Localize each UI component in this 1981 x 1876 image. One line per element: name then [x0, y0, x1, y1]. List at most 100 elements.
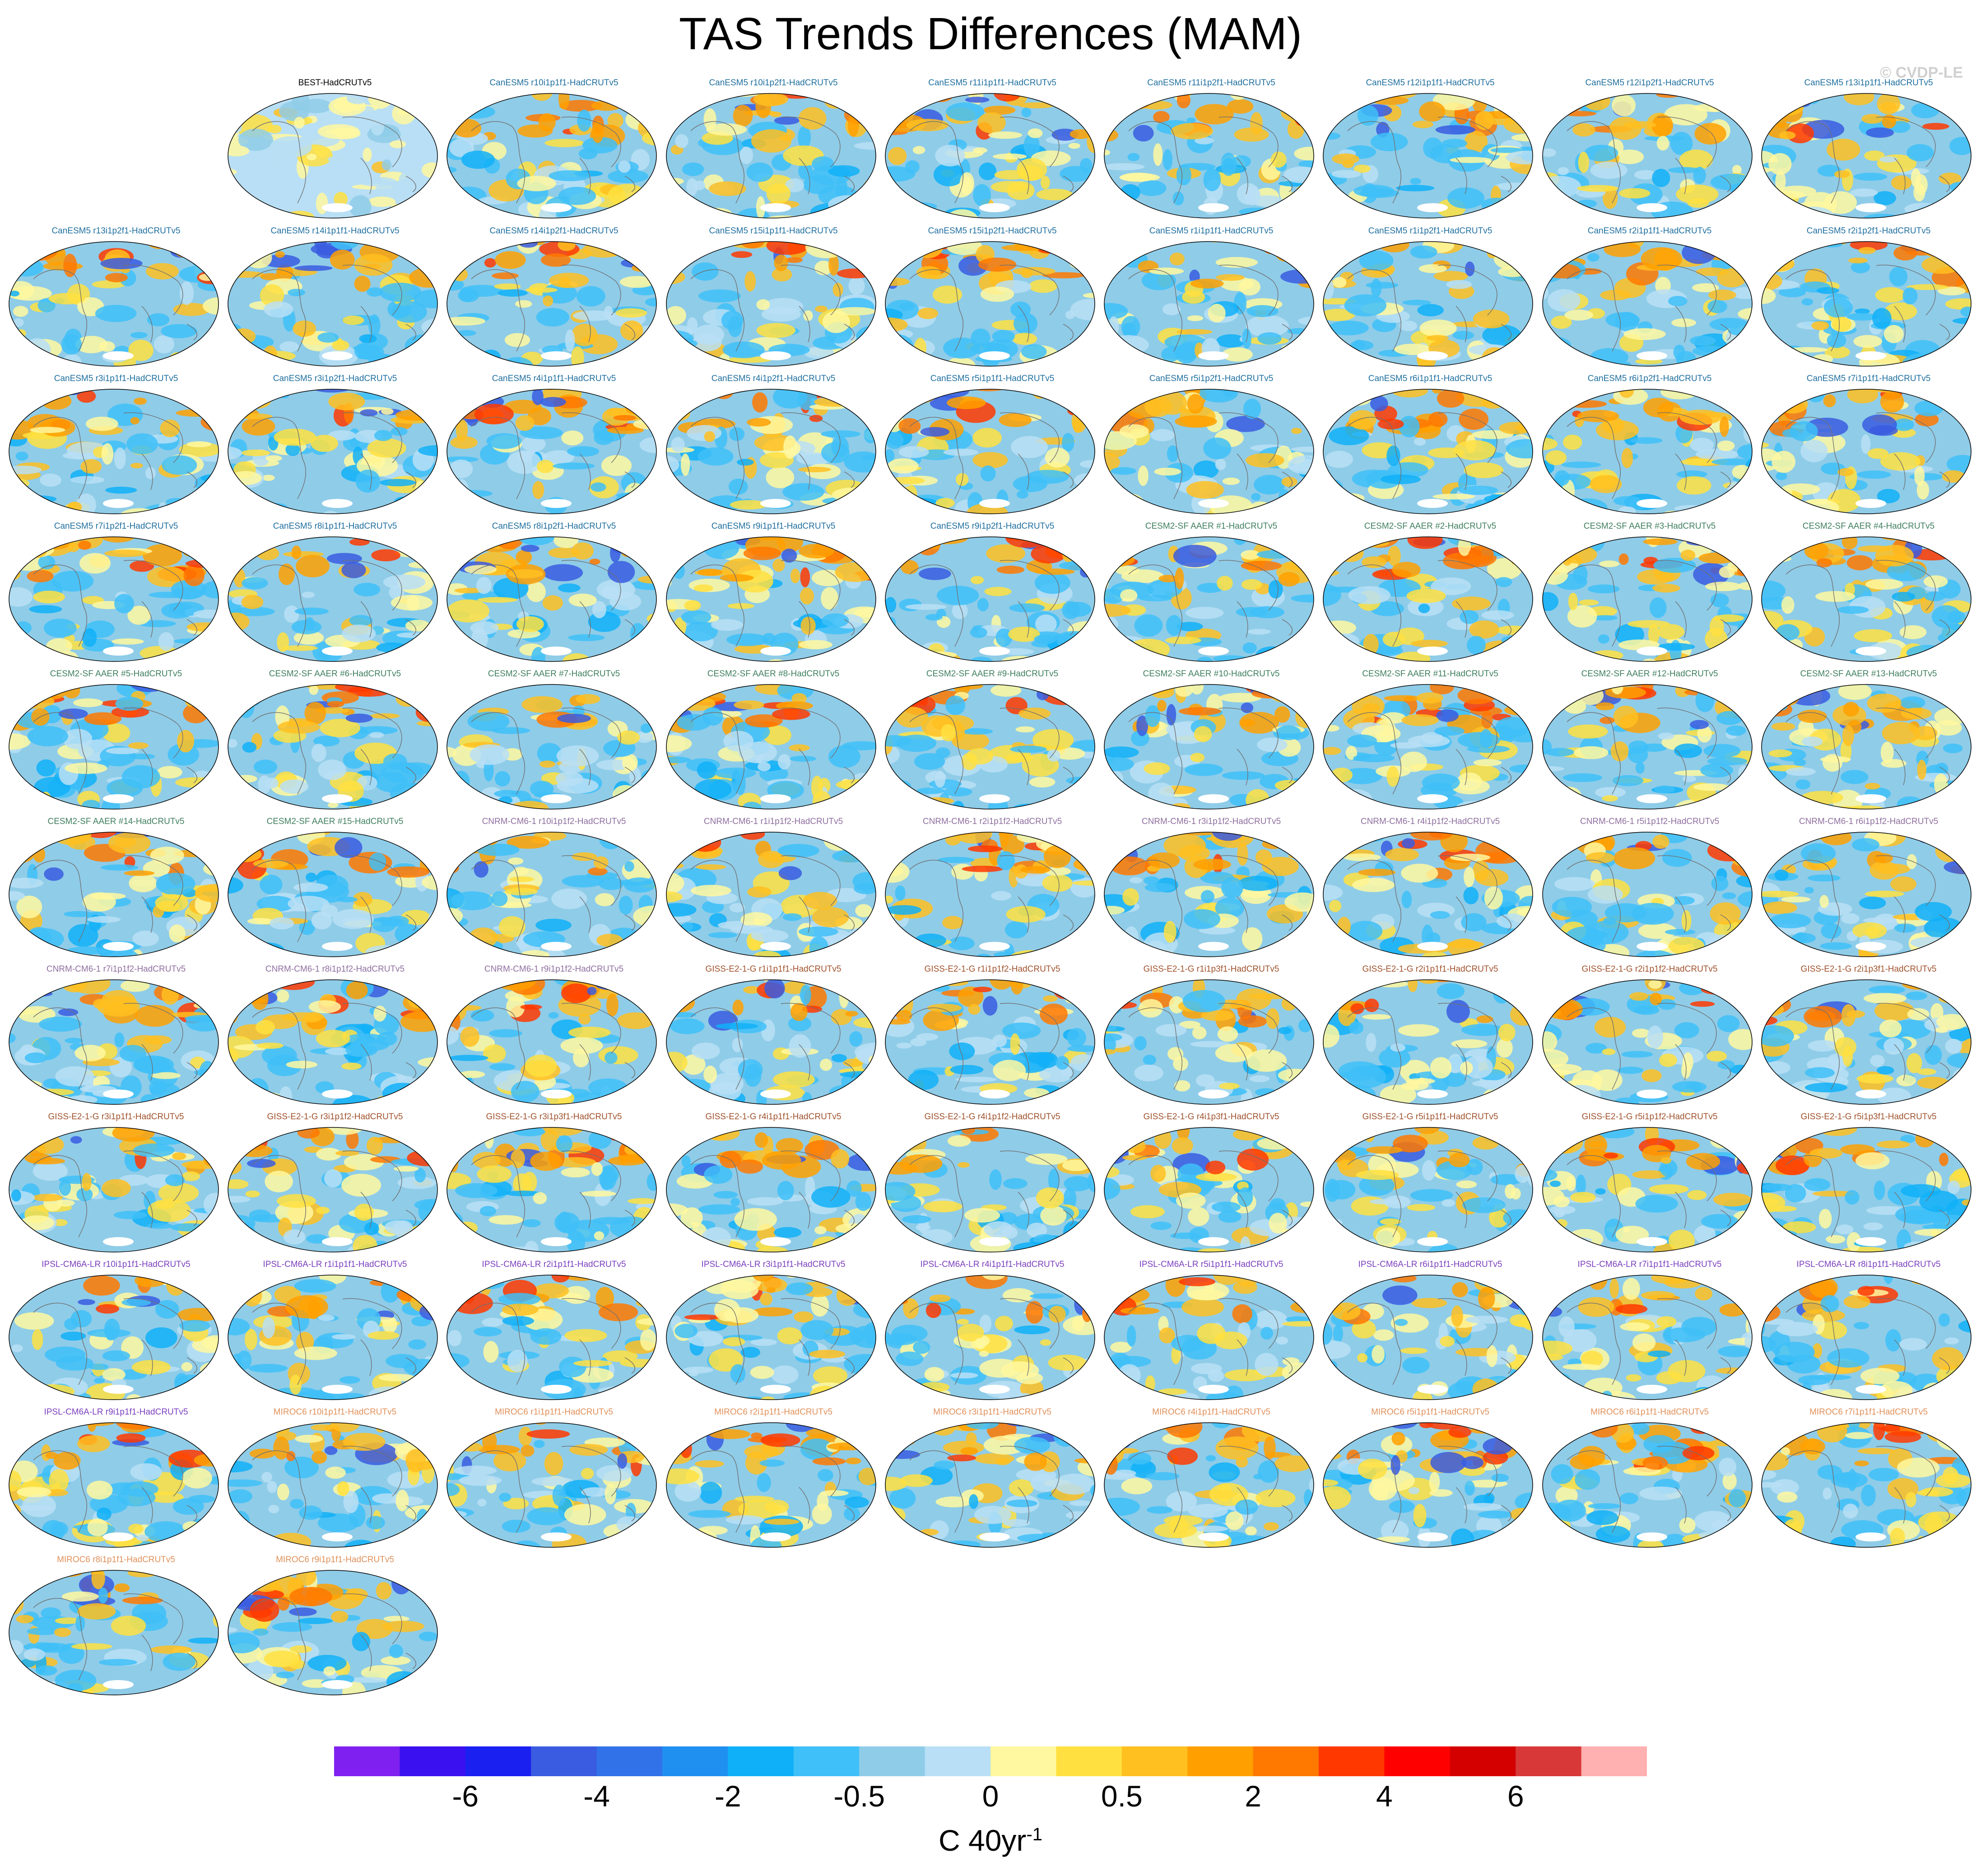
global-map: [1542, 241, 1753, 367]
map-panel: CanESM5 r14i1p1f1-HadCRUTv5: [225, 225, 445, 374]
map-panel: CESM2-SF AAER #4-HadCRUTv5: [1759, 520, 1978, 669]
panel-title: CNRM-CM6-1 r2i1p1f2-HadCRUTv5: [922, 817, 1062, 826]
panel-title: MIROC6 r6i1p1f1-HadCRUTv5: [1590, 1407, 1709, 1417]
panel-title: CanESM5 r6i1p1f1-HadCRUTv5: [1368, 374, 1493, 383]
global-map: [1542, 1422, 1753, 1548]
map-panel: CESM2-SF AAER #5-HadCRUTv5: [6, 668, 226, 817]
map-panel: GISS-E2-1-G r5i1p1f1-HadCRUTv5: [1321, 1111, 1540, 1260]
global-map: [885, 832, 1095, 957]
map-panel: CanESM5 r14i1p2f1-HadCRUTv5: [444, 225, 664, 374]
panel-title: GISS-E2-1-G r2i1p1f2-HadCRUTv5: [1581, 964, 1718, 974]
map-panel: MIROC6 r10i1p1f1-HadCRUTv5: [225, 1406, 445, 1555]
panel-title: GISS-E2-1-G r1i1p3f1-HadCRUTv5: [1143, 964, 1279, 974]
global-map: [1104, 832, 1314, 957]
panel-title: CNRM-CM6-1 r6i1p1f2-HadCRUTv5: [1799, 817, 1939, 826]
global-map: [1542, 389, 1753, 514]
units-label: C 40yr: [939, 1824, 1027, 1857]
panel-title: GISS-E2-1-G r3i1p1f2-HadCRUTv5: [267, 1112, 403, 1122]
global-map: [1104, 241, 1314, 367]
map-panel: CNRM-CM6-1 r4i1p1f2-HadCRUTv5: [1321, 815, 1540, 964]
map-panel: IPSL-CM6A-LR r1i1p1f1-HadCRUTv5: [225, 1258, 445, 1407]
global-map: [1761, 1422, 1972, 1548]
panel-title: CESM2-SF AAER #9-HadCRUTv5: [926, 669, 1059, 679]
colorbar-swatch: [465, 1746, 531, 1776]
global-map: [228, 979, 438, 1105]
panel-title: CESM2-SF AAER #6-HadCRUTv5: [269, 669, 401, 679]
panel-title: MIROC6 r7i1p1f1-HadCRUTv5: [1809, 1407, 1928, 1417]
global-map: [885, 93, 1095, 219]
global-map: [1761, 1127, 1972, 1252]
map-panel: CanESM5 r2i1p2f1-HadCRUTv5: [1759, 225, 1978, 374]
global-map: [446, 979, 657, 1105]
global-map: [1323, 93, 1533, 219]
map-panel: MIROC6 r1i1p1f1-HadCRUTv5: [444, 1406, 664, 1555]
colorbar-swatch: [925, 1746, 991, 1776]
panel-title: CNRM-CM6-1 r10i1p1f2-HadCRUTv5: [482, 817, 626, 826]
panel-title: CanESM5 r14i1p2f1-HadCRUTv5: [489, 226, 618, 236]
panel-title: CESM2-SF AAER #10-HadCRUTv5: [1143, 669, 1280, 679]
map-panel: GISS-E2-1-G r2i1p3f1-HadCRUTv5: [1759, 963, 1978, 1112]
global-map: [666, 1422, 876, 1548]
map-panel: MIROC6 r4i1p1f1-HadCRUTv5: [1102, 1406, 1321, 1555]
global-map: [1323, 1127, 1533, 1252]
global-map: [228, 684, 438, 810]
map-panel: MIROC6 r7i1p1f1-HadCRUTv5: [1759, 1406, 1978, 1555]
map-panel: IPSL-CM6A-LR r8i1p1f1-HadCRUTv5: [1759, 1258, 1978, 1407]
colorbar-tick-label: 0.5: [1101, 1779, 1143, 1813]
map-panel: IPSL-CM6A-LR r2i1p1f1-HadCRUTv5: [444, 1258, 664, 1407]
global-map: [1104, 684, 1314, 810]
panel-title: CanESM5 r4i1p1f1-HadCRUTv5: [492, 374, 616, 383]
panel-title: CanESM5 r1i1p1f1-HadCRUTv5: [1149, 226, 1274, 236]
colorbar-swatch: [334, 1746, 400, 1776]
map-panel: GISS-E2-1-G r1i1p1f2-HadCRUTv5: [883, 963, 1102, 1112]
colorbar-tick-label: 6: [1507, 1779, 1524, 1813]
global-map: [1323, 241, 1533, 367]
panel-title: GISS-E2-1-G r5i1p1f1-HadCRUTv5: [1362, 1112, 1498, 1122]
panel-title: MIROC6 r9i1p1f1-HadCRUTv5: [276, 1555, 394, 1564]
panel-title: IPSL-CM6A-LR r4i1p1f1-HadCRUTv5: [920, 1260, 1065, 1269]
panel-title: CanESM5 r10i1p2f1-HadCRUTv5: [709, 78, 838, 88]
colorbar-swatch: [1581, 1746, 1647, 1776]
global-map: [9, 389, 219, 514]
panel-title: CNRM-CM6-1 r3i1p1f2-HadCRUTv5: [1141, 817, 1281, 826]
map-panel: IPSL-CM6A-LR r4i1p1f1-HadCRUTv5: [883, 1258, 1102, 1407]
map-panel: CESM2-SF AAER #9-HadCRUTv5: [883, 668, 1102, 817]
units-exponent: -1: [1026, 1825, 1042, 1844]
map-panel: MIROC6 r2i1p1f1-HadCRUTv5: [664, 1406, 883, 1555]
map-panel: CNRM-CM6-1 r6i1p1f2-HadCRUTv5: [1759, 815, 1978, 964]
panel-title: CNRM-CM6-1 r5i1p1f2-HadCRUTv5: [1580, 817, 1720, 826]
panel-title: GISS-E2-1-G r3i1p1f1-HadCRUTv5: [48, 1112, 184, 1122]
global-map: [1542, 1275, 1753, 1400]
global-map: [228, 389, 438, 514]
global-map: [666, 93, 876, 219]
panel-title: CanESM5 r12i1p1f1-HadCRUTv5: [1366, 78, 1495, 88]
global-map: [885, 979, 1095, 1105]
panel-title: CESM2-SF AAER #13-HadCRUTv5: [1800, 669, 1937, 679]
map-panel: GISS-E2-1-G r4i1p3f1-HadCRUTv5: [1102, 1111, 1321, 1260]
panel-title: IPSL-CM6A-LR r3i1p1f1-HadCRUTv5: [701, 1260, 846, 1269]
global-map: [1104, 1422, 1314, 1548]
global-map: [228, 1127, 438, 1252]
colorbar-swatch: [793, 1746, 860, 1776]
global-map: [666, 1127, 876, 1252]
global-map: [666, 832, 876, 957]
global-map: [1323, 536, 1533, 662]
panel-title: CanESM5 r9i1p1f1-HadCRUTv5: [711, 521, 836, 531]
global-map: [9, 832, 219, 957]
panel-title: CNRM-CM6-1 r1i1p1f2-HadCRUTv5: [703, 817, 843, 826]
global-map: [1761, 241, 1972, 367]
map-panel: CanESM5 r11i1p2f1-HadCRUTv5: [1102, 77, 1321, 226]
panel-title: GISS-E2-1-G r4i1p3f1-HadCRUTv5: [1143, 1112, 1279, 1122]
global-map: [1761, 389, 1972, 514]
colorbar-tick-label: 0: [982, 1779, 999, 1813]
map-panel: CNRM-CM6-1 r10i1p1f2-HadCRUTv5: [444, 815, 664, 964]
global-map: [1104, 1275, 1314, 1400]
panel-title: GISS-E2-1-G r3i1p3f1-HadCRUTv5: [486, 1112, 622, 1122]
map-panel: CNRM-CM6-1 r1i1p1f2-HadCRUTv5: [664, 815, 883, 964]
map-panel: MIROC6 r3i1p1f1-HadCRUTv5: [883, 1406, 1102, 1555]
map-panel: CanESM5 r6i1p1f1-HadCRUTv5: [1321, 372, 1540, 521]
panel-title: CanESM5 r13i1p1f1-HadCRUTv5: [1804, 78, 1933, 88]
panel-title: IPSL-CM6A-LR r2i1p1f1-HadCRUTv5: [482, 1260, 626, 1269]
global-map: [446, 832, 657, 957]
global-map: [666, 684, 876, 810]
